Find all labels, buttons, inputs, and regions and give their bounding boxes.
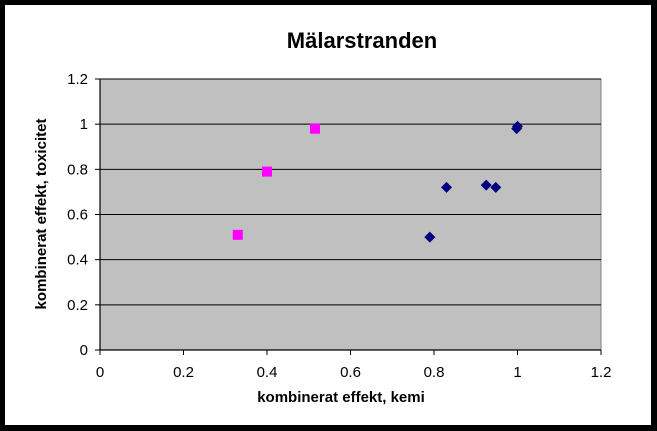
x-tick-label: 0.6	[340, 364, 361, 381]
y-tick-label: 0	[80, 342, 88, 359]
y-axis-label: kombinerat effekt, toxicitet	[33, 119, 50, 310]
square-point	[310, 123, 321, 134]
diamond-point	[490, 181, 502, 193]
x-tick-label: 0.4	[257, 364, 278, 381]
data-points	[232, 120, 523, 243]
diamond-point	[441, 181, 453, 193]
y-tick-label: 0.8	[67, 161, 88, 178]
y-tick-label: 1	[80, 116, 88, 133]
x-tick-label: 1.2	[591, 364, 612, 381]
y-tick-label: 0.6	[67, 207, 88, 224]
x-tick-label: 0.2	[173, 364, 194, 381]
square-point	[232, 229, 243, 240]
x-axis-label: kombinerat effekt, kemi	[257, 389, 425, 406]
x-tick-label: 0	[96, 364, 104, 381]
chart-title: Mälarstranden	[287, 28, 437, 53]
diamond-point	[512, 120, 523, 132]
x-tick-label: 1	[513, 364, 521, 381]
diamond-point	[480, 179, 492, 191]
tick-labels: 0 0.2 0.4 0.6 0.8 1 1.2 0 0.2 0.4 0.6 0.8 1 1.2	[67, 71, 611, 381]
y-tick-label: 1.2	[67, 71, 88, 88]
x-tick-label: 0.8	[424, 364, 445, 381]
square-point	[262, 166, 272, 177]
gridlines	[100, 78, 601, 306]
axes	[95, 78, 602, 355]
y-tick-label: 0.2	[67, 297, 88, 314]
y-tick-label: 0.4	[67, 252, 88, 269]
diamond-point	[424, 231, 436, 243]
